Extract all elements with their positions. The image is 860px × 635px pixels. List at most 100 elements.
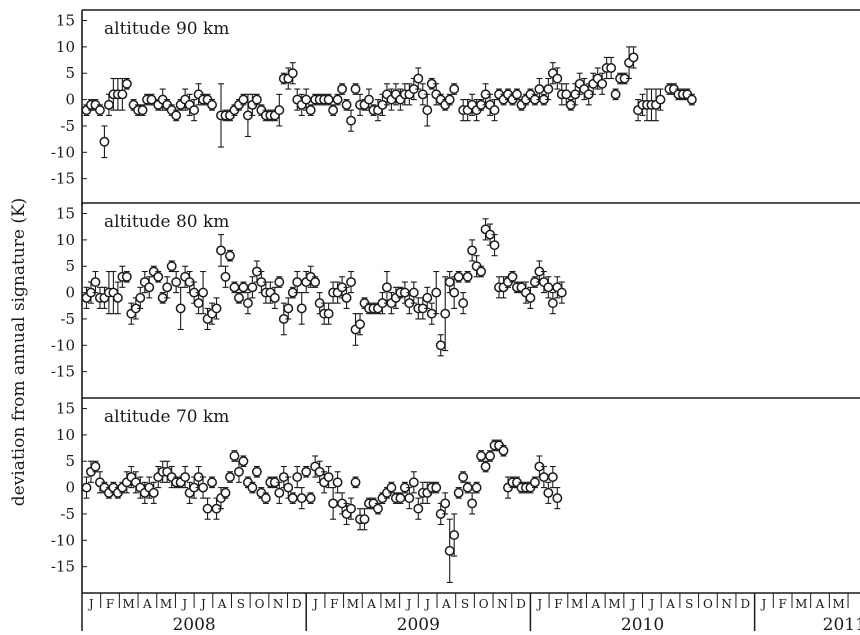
data-point xyxy=(453,270,464,283)
data-point xyxy=(404,83,415,106)
data-point xyxy=(225,249,235,262)
data-marker xyxy=(121,78,132,89)
data-marker xyxy=(359,514,370,525)
data-point xyxy=(207,99,217,111)
year-label: 2011 xyxy=(823,615,860,635)
data-point xyxy=(220,265,231,288)
data-marker xyxy=(552,493,563,504)
data-marker xyxy=(251,466,262,477)
data-point xyxy=(202,497,213,520)
data-marker xyxy=(350,477,361,488)
data-point xyxy=(359,508,370,531)
data-marker xyxy=(292,472,303,483)
data-marker xyxy=(628,52,639,63)
data-point xyxy=(480,460,491,473)
data-point xyxy=(269,286,280,309)
data-point xyxy=(346,497,356,520)
data-marker xyxy=(287,68,298,79)
data-marker xyxy=(476,451,487,461)
month-label: J xyxy=(647,597,654,611)
data-marker xyxy=(462,271,473,282)
data-point xyxy=(458,292,469,315)
data-marker xyxy=(444,94,455,105)
month-label: M xyxy=(347,597,359,611)
data-point xyxy=(99,125,110,159)
data-point xyxy=(171,109,182,122)
month-label: S xyxy=(237,597,245,611)
data-marker xyxy=(552,73,563,84)
data-marker xyxy=(332,94,343,105)
data-point xyxy=(175,286,186,331)
data-point xyxy=(512,88,522,101)
data-marker xyxy=(453,271,464,282)
data-marker xyxy=(198,482,209,493)
month-label: O xyxy=(703,597,713,611)
y-tick-label: 10 xyxy=(56,231,75,249)
data-point xyxy=(471,481,482,494)
data-point xyxy=(341,99,352,111)
data-marker xyxy=(238,94,249,105)
data-point xyxy=(332,93,343,106)
data-point xyxy=(476,450,487,462)
data-marker xyxy=(431,287,442,298)
data-marker xyxy=(292,277,303,288)
data-marker xyxy=(274,277,285,288)
data-marker xyxy=(543,282,554,293)
data-point xyxy=(467,492,478,515)
data-marker xyxy=(283,303,294,314)
data-marker xyxy=(198,287,209,298)
data-point xyxy=(171,270,182,294)
data-point xyxy=(543,481,554,504)
year-label: 2010 xyxy=(621,615,664,635)
data-marker xyxy=(686,94,697,105)
month-label: O xyxy=(479,597,489,611)
data-marker xyxy=(274,105,285,116)
month-label: D xyxy=(516,597,526,611)
data-marker xyxy=(547,472,558,483)
data-point xyxy=(296,487,307,510)
data-marker xyxy=(207,477,217,488)
data-marker xyxy=(543,487,554,498)
data-point xyxy=(444,518,455,584)
month-label: A xyxy=(815,597,825,611)
data-marker xyxy=(655,94,666,105)
data-point xyxy=(489,234,500,257)
y-tick-label: 0 xyxy=(65,91,75,109)
y-tick-label: -10 xyxy=(51,531,75,549)
data-point xyxy=(287,62,298,85)
data-point xyxy=(386,481,397,494)
month-label: J xyxy=(629,597,636,611)
data-point xyxy=(229,281,240,294)
data-point xyxy=(296,292,307,325)
data-point xyxy=(229,450,240,462)
data-point xyxy=(135,286,146,309)
data-point xyxy=(489,99,500,122)
data-point xyxy=(260,492,271,504)
data-point xyxy=(287,286,298,299)
data-marker xyxy=(422,292,433,303)
data-marker xyxy=(458,472,469,483)
data-marker xyxy=(332,477,343,488)
data-point xyxy=(180,465,191,489)
data-point xyxy=(233,292,244,304)
data-marker xyxy=(346,277,356,288)
data-point xyxy=(395,492,406,504)
data-marker xyxy=(556,287,567,298)
data-point xyxy=(225,471,235,483)
data-point xyxy=(274,276,285,288)
data-point xyxy=(346,270,356,294)
month-label: S xyxy=(685,597,693,611)
month-label: J xyxy=(423,597,430,611)
data-marker xyxy=(453,487,464,498)
data-marker xyxy=(301,466,312,477)
data-marker xyxy=(180,472,191,483)
data-point xyxy=(440,276,451,352)
data-marker xyxy=(458,298,469,309)
data-marker xyxy=(260,493,271,504)
data-point xyxy=(251,260,262,283)
data-marker xyxy=(413,73,424,84)
data-marker xyxy=(471,482,482,493)
data-marker xyxy=(162,282,173,293)
data-marker xyxy=(283,482,294,493)
data-point xyxy=(274,93,285,127)
